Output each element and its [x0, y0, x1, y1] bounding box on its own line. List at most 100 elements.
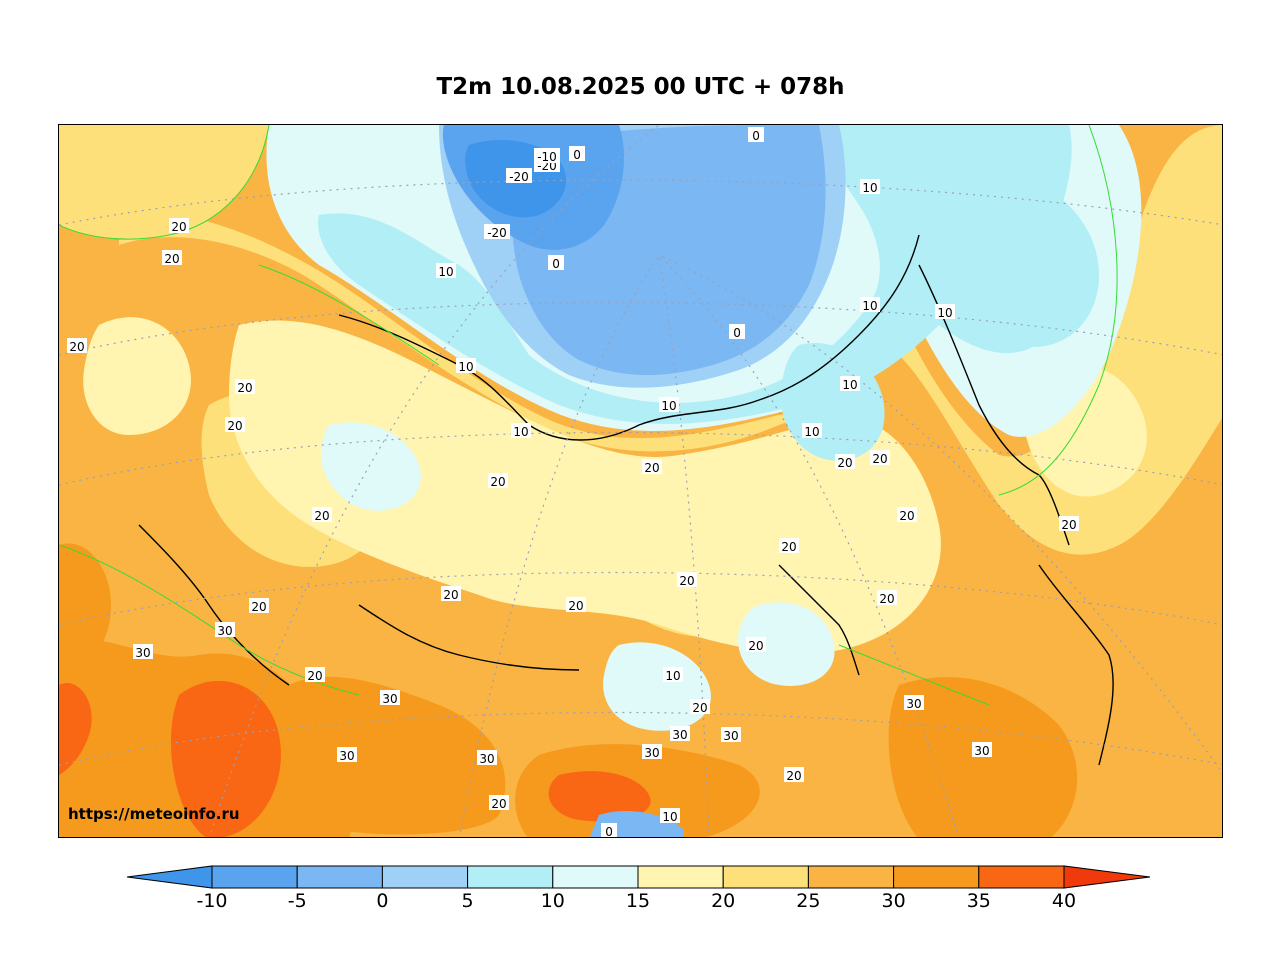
svg-text:0: 0 — [752, 129, 760, 143]
contour-label: 20 — [162, 250, 182, 266]
contour-label: 30 — [642, 744, 662, 760]
svg-text:30: 30 — [339, 749, 354, 763]
svg-text:20: 20 — [490, 475, 505, 489]
contour-label: 0 — [729, 324, 745, 340]
svg-text:20: 20 — [443, 588, 458, 602]
contour-label: 10 — [860, 179, 880, 195]
contour-label: 20 — [305, 667, 325, 683]
svg-text:20: 20 — [899, 509, 914, 523]
svg-text:20: 20 — [748, 639, 763, 653]
svg-text:30: 30 — [382, 692, 397, 706]
contour-label: 30 — [477, 750, 497, 766]
svg-text:10: 10 — [438, 265, 453, 279]
contour-label: 20 — [677, 572, 697, 588]
svg-text:20: 20 — [786, 769, 801, 783]
colorbar-tick-label: 40 — [1051, 890, 1077, 912]
contour-label: 10 — [436, 263, 456, 279]
svg-text:30: 30 — [974, 744, 989, 758]
svg-text:20: 20 — [164, 252, 179, 266]
contour-label: 30 — [670, 726, 690, 742]
contour-label: 10 — [511, 423, 531, 439]
svg-text:10: 10 — [458, 360, 473, 374]
contour-label: 20 — [897, 507, 917, 523]
colorbar-tick-label: 15 — [625, 890, 651, 912]
contour-label: 20 — [835, 454, 855, 470]
svg-text:20: 20 — [491, 797, 506, 811]
contour-label: 10 — [840, 376, 860, 392]
contour-label: -20 — [484, 224, 510, 240]
contour-label: 20 — [67, 338, 87, 354]
colorbar-bin — [381, 865, 469, 889]
colorbar-bin — [893, 865, 980, 889]
contour-label: 20 — [1059, 516, 1079, 532]
svg-text:20: 20 — [879, 592, 894, 606]
contour-label: 20 — [235, 379, 255, 395]
svg-text:10: 10 — [804, 425, 819, 439]
colorbar-tick-label: 25 — [796, 890, 821, 912]
svg-text:10: 10 — [842, 378, 857, 392]
svg-text:20: 20 — [251, 600, 266, 614]
contour-label: 30 — [904, 695, 924, 711]
svg-text:0: 0 — [733, 326, 741, 340]
contour-label: 10 — [456, 358, 476, 374]
svg-text:30: 30 — [135, 646, 150, 660]
svg-text:10: 10 — [665, 669, 680, 683]
colorbar-tick-label: 35 — [966, 890, 991, 912]
temperature-map[interactable]: 20 20 20 20 20 20 20 20 20 20 20 20 20 2… — [58, 124, 1223, 838]
svg-text:20: 20 — [781, 540, 796, 554]
contour-label: 10 — [659, 397, 679, 413]
colorbar-tick-label: 20 — [711, 890, 736, 912]
contour-label: 30 — [215, 622, 235, 638]
svg-text:-20: -20 — [487, 226, 507, 240]
svg-text:10: 10 — [513, 425, 528, 439]
svg-text:-20: -20 — [509, 170, 529, 184]
svg-text:20: 20 — [872, 452, 887, 466]
contour-label: 20 — [566, 597, 586, 613]
contour-label: 10 — [663, 667, 683, 683]
svg-text:10: 10 — [662, 810, 677, 824]
svg-text:20: 20 — [692, 701, 707, 715]
colorbar-bin — [722, 865, 809, 889]
contour-label: 20 — [441, 586, 461, 602]
map-canvas: 20 20 20 20 20 20 20 20 20 20 20 20 20 2… — [59, 125, 1222, 837]
svg-text:30: 30 — [479, 752, 494, 766]
contour-label: 20 — [870, 450, 890, 466]
map-title: T2m 10.08.2025 00 UTC + 078h — [436, 74, 845, 100]
source-watermark: https://meteoinfo.ru — [68, 805, 240, 823]
svg-text:20: 20 — [314, 509, 329, 523]
contour-label: 20 — [642, 459, 662, 475]
colorbar-bin — [467, 865, 554, 889]
temp-band-40 — [59, 680, 651, 837]
contour-label: 30 — [972, 742, 992, 758]
colorbar-tick-label: 0 — [376, 890, 389, 912]
svg-text:0: 0 — [552, 257, 560, 271]
svg-text:20: 20 — [227, 419, 242, 433]
contour-label: 20 — [877, 590, 897, 606]
contour-label: 20 — [784, 767, 804, 783]
contour-label: 0 — [601, 823, 617, 837]
isotherm-lines — [59, 125, 1118, 706]
colorbar-bin — [126, 865, 213, 889]
graticule — [59, 125, 1222, 837]
contour-label: 20 — [779, 538, 799, 554]
contour-labels: 20 20 20 20 20 20 20 20 20 20 20 20 20 2… — [67, 127, 1079, 837]
svg-text:30: 30 — [723, 729, 738, 743]
contour-label: 0 — [548, 255, 564, 271]
contour-label: 20 — [690, 699, 710, 715]
svg-text:10: 10 — [862, 299, 877, 313]
contour-label: 10 — [802, 423, 822, 439]
colorbar-bin — [807, 865, 895, 889]
contour-label: -20 — [506, 168, 532, 184]
svg-text:20: 20 — [171, 220, 186, 234]
svg-text:20: 20 — [568, 599, 583, 613]
colorbar-tick-label: -5 — [287, 890, 307, 912]
contour-label: 30 — [133, 644, 153, 660]
svg-text:20: 20 — [644, 461, 659, 475]
contour-label: 20 — [312, 507, 332, 523]
contour-label: 10 — [860, 297, 880, 313]
colorbar-tick-label: 10 — [540, 890, 565, 912]
svg-text:20: 20 — [1061, 518, 1076, 532]
colorbar-bin — [552, 865, 639, 889]
colorbar — [126, 865, 1151, 889]
contour-label: -10 — [534, 148, 560, 164]
